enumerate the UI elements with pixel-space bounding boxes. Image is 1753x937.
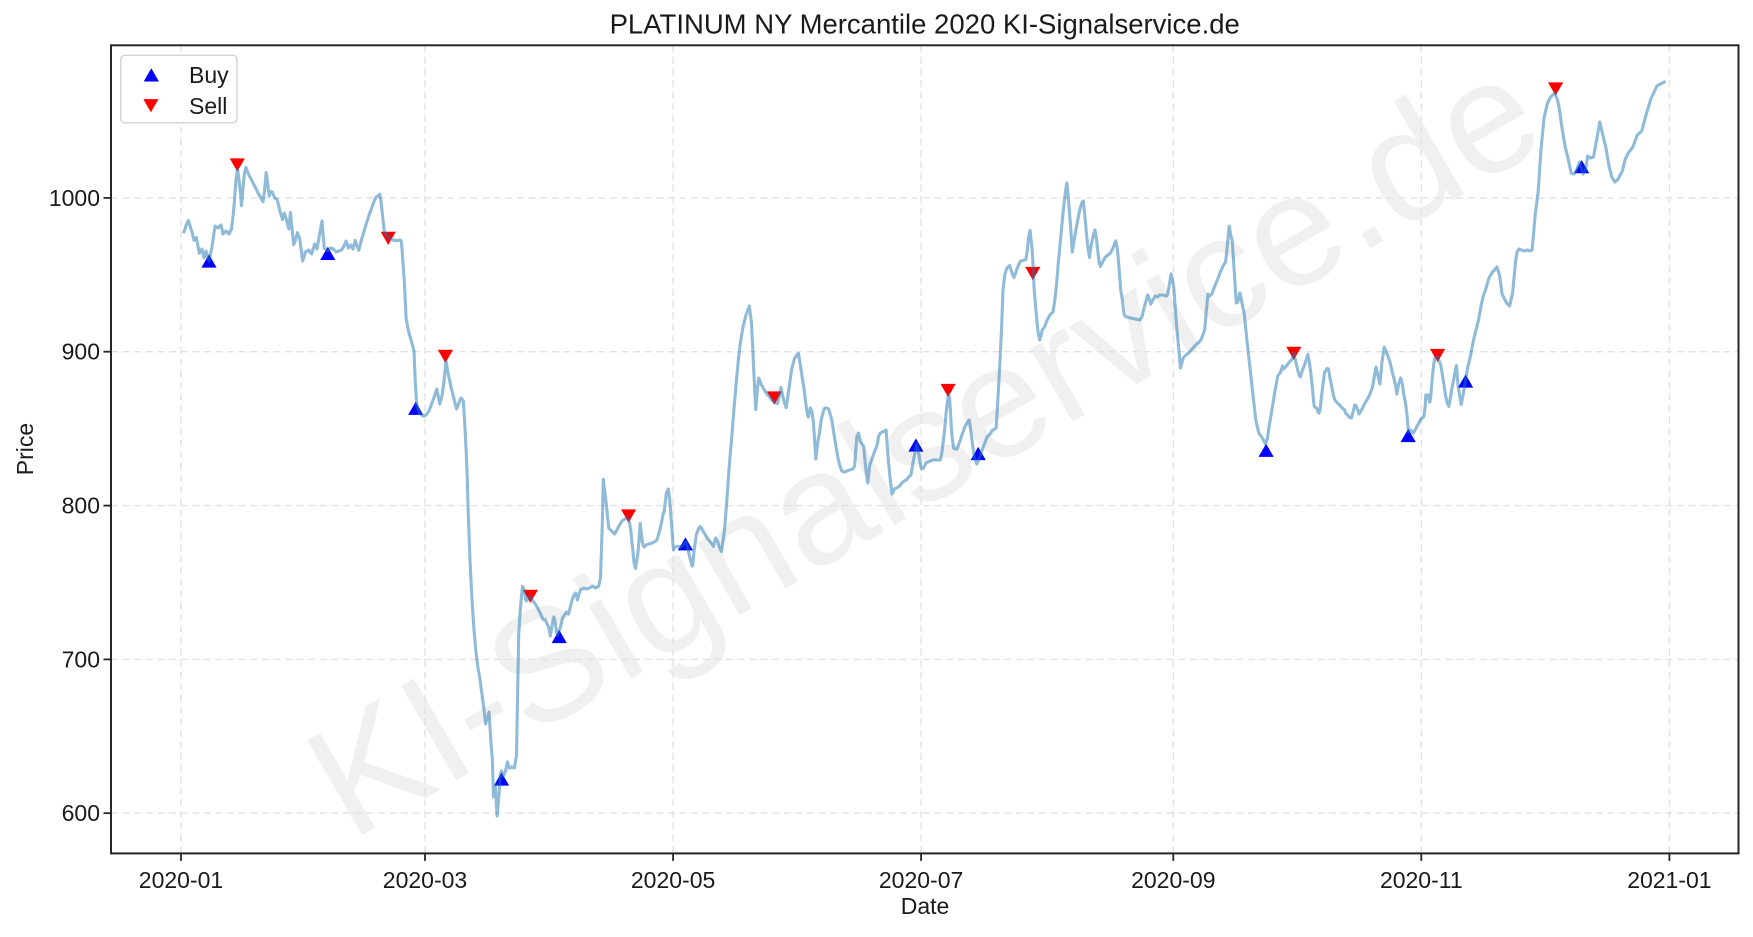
- svg-text:Price: Price: [12, 423, 38, 475]
- svg-text:2020-07: 2020-07: [879, 867, 963, 893]
- svg-text:1000: 1000: [49, 185, 100, 211]
- svg-text:900: 900: [62, 339, 100, 365]
- svg-text:700: 700: [62, 646, 100, 672]
- svg-text:PLATINUM NY Mercantile 2020 KI: PLATINUM NY Mercantile 2020 KI-Signalser…: [610, 9, 1240, 40]
- svg-text:Sell: Sell: [189, 93, 227, 119]
- svg-text:Buy: Buy: [189, 62, 229, 88]
- svg-text:800: 800: [62, 493, 100, 519]
- svg-text:2021-01: 2021-01: [1627, 867, 1711, 893]
- svg-text:2020-05: 2020-05: [631, 867, 715, 893]
- svg-text:2020-01: 2020-01: [139, 867, 223, 893]
- svg-text:600: 600: [62, 800, 100, 826]
- svg-text:2020-09: 2020-09: [1131, 867, 1215, 893]
- svg-text:2020-03: 2020-03: [383, 867, 467, 893]
- svg-text:Date: Date: [901, 893, 950, 919]
- svg-text:2020-11: 2020-11: [1380, 867, 1463, 893]
